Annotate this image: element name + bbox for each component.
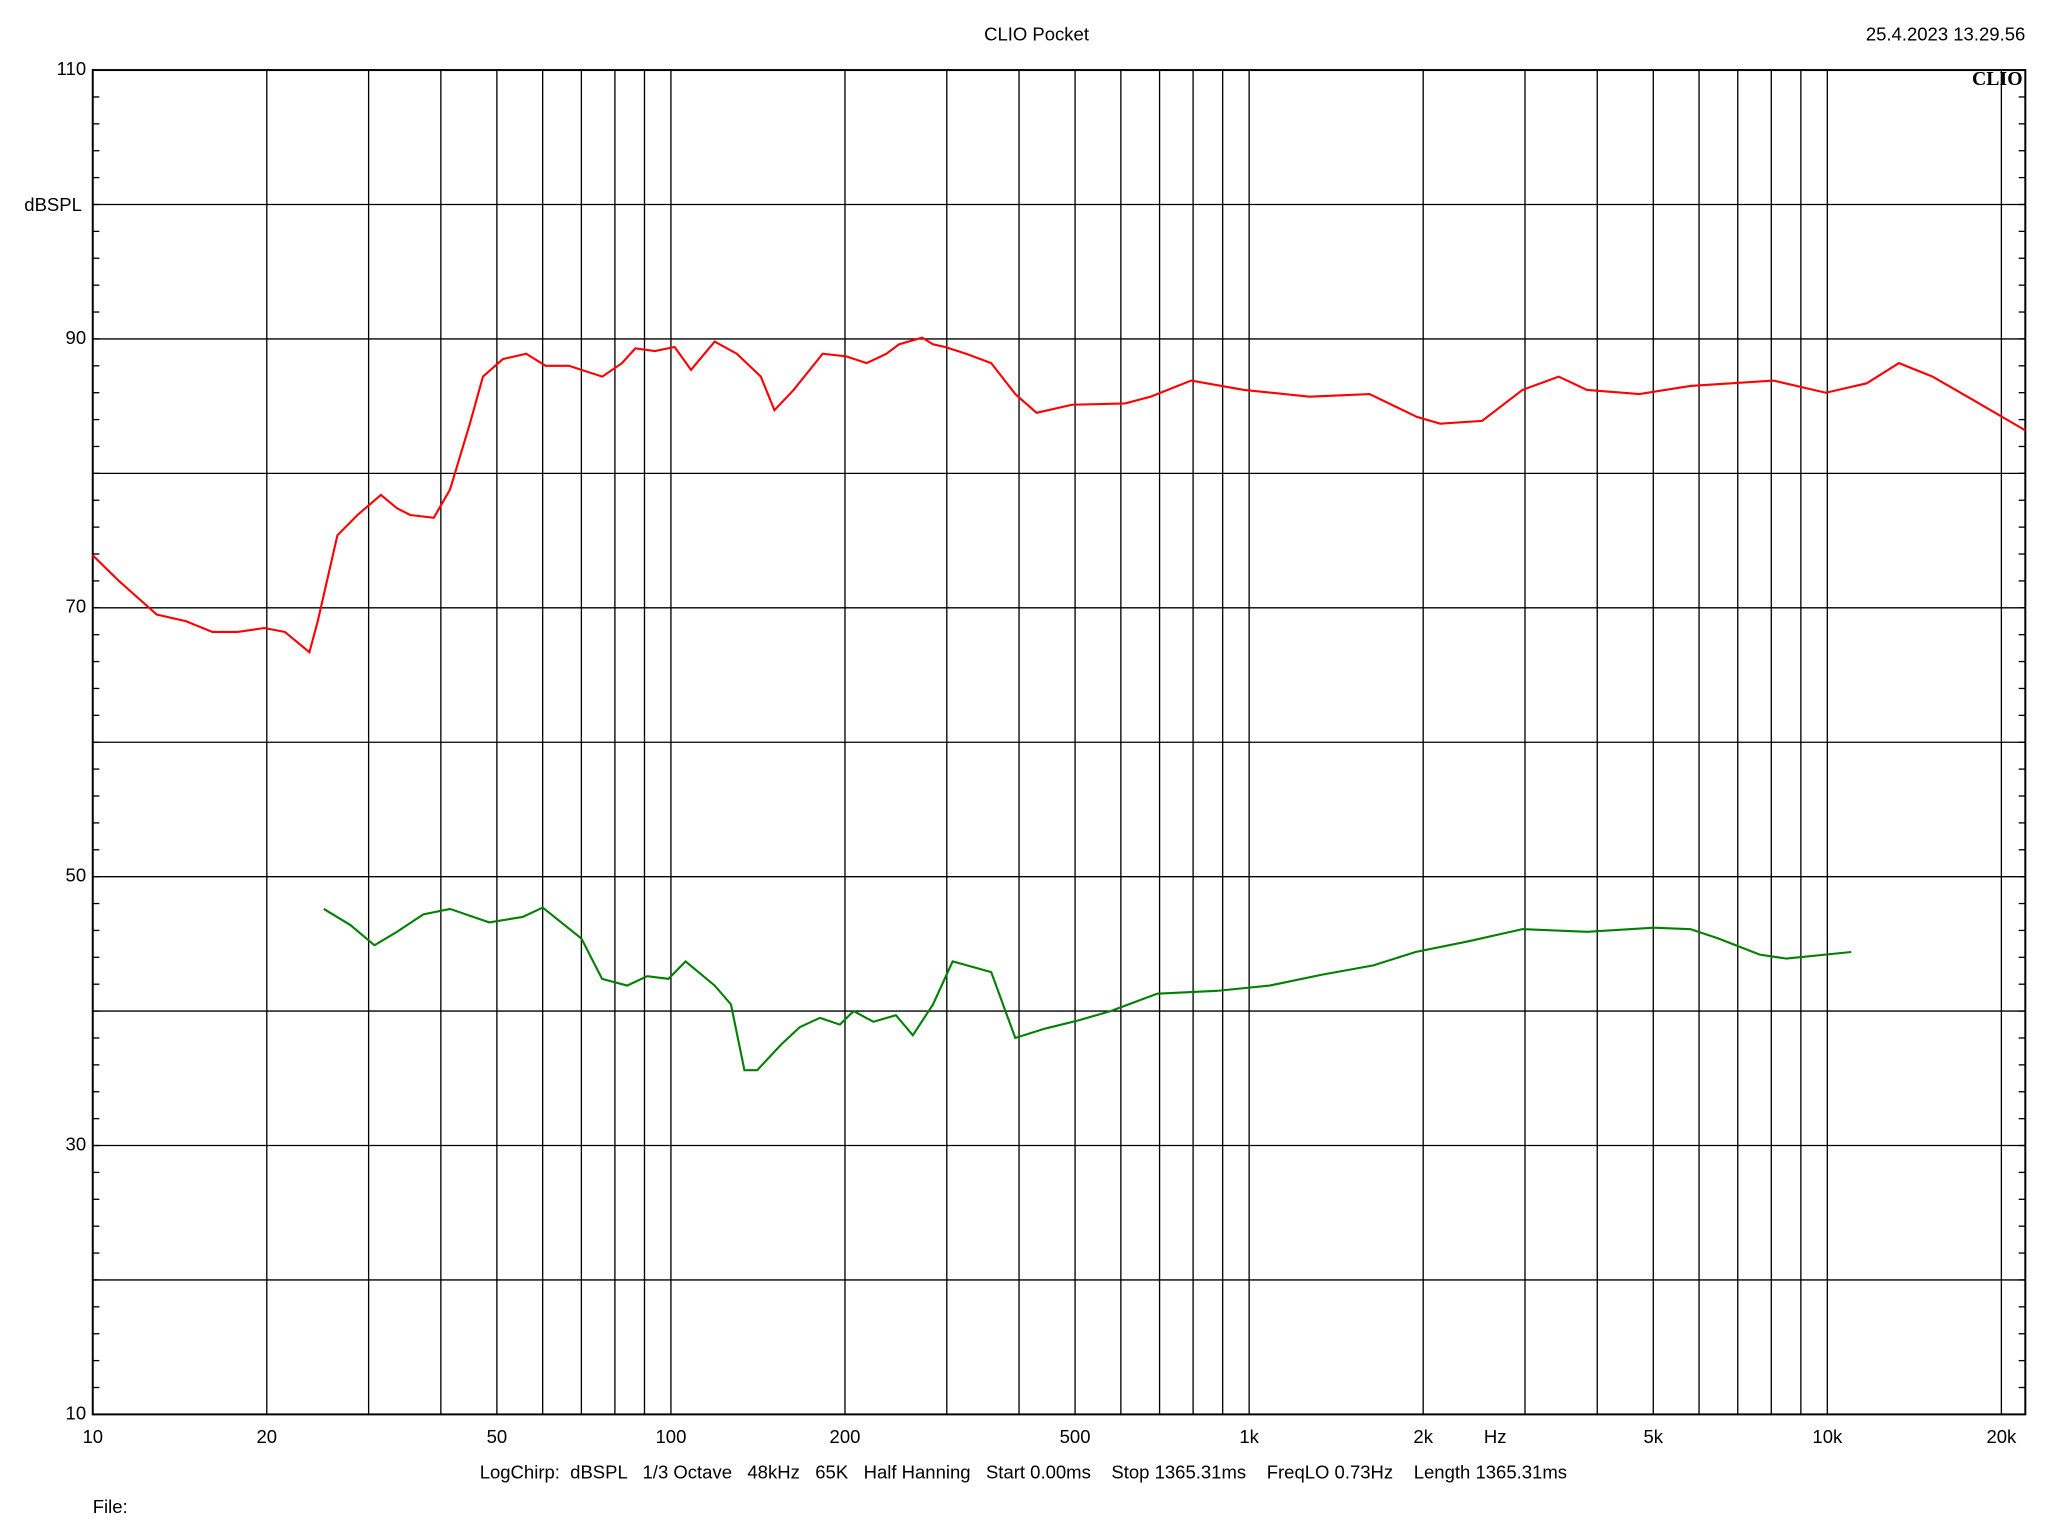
x-tick-label: 20 — [257, 1426, 278, 1447]
data-line — [323, 906, 1852, 1072]
x-tick-label: 1k — [1239, 1426, 1259, 1447]
data-line — [92, 336, 2026, 655]
plot-frame — [91, 69, 2027, 1416]
x-tick-label: 500 — [1060, 1426, 1091, 1447]
y-tick-label: 10 — [66, 1402, 87, 1423]
y-tick-label: 90 — [66, 327, 87, 348]
x-axis-label: Hz — [1484, 1426, 1507, 1447]
timestamp: 25.4.2023 13.29.56 — [1866, 24, 2025, 45]
x-tick-label: 50 — [487, 1426, 508, 1447]
footer: LogChirp: dBSPL 1/3 Octave 48kHz 65K Hal… — [480, 1462, 1567, 1483]
file-label: File: — [93, 1496, 128, 1517]
x-tick-label: 10k — [1812, 1426, 1843, 1447]
x-tick-label: 200 — [830, 1426, 861, 1447]
y-axis-label: dBSPL — [24, 194, 82, 215]
chart-title: CLIO Pocket — [984, 24, 1089, 45]
y-tick-label: 30 — [66, 1133, 87, 1154]
x-tick-label: 2k — [1413, 1426, 1433, 1447]
logo: CLIO — [1972, 68, 2023, 90]
y-tick-label: 50 — [66, 865, 87, 886]
x-tick-label: 100 — [656, 1426, 687, 1447]
y-tick-label: 110 — [57, 58, 87, 79]
x-tick-label: 20k — [1986, 1426, 2017, 1447]
x-tick-label: 10 — [82, 1426, 103, 1447]
x-tick-label: 5k — [1643, 1426, 1663, 1447]
y-tick-label: 70 — [66, 596, 87, 617]
